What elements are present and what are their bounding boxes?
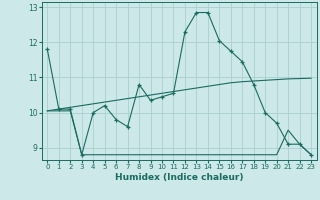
X-axis label: Humidex (Indice chaleur): Humidex (Indice chaleur) <box>115 173 244 182</box>
